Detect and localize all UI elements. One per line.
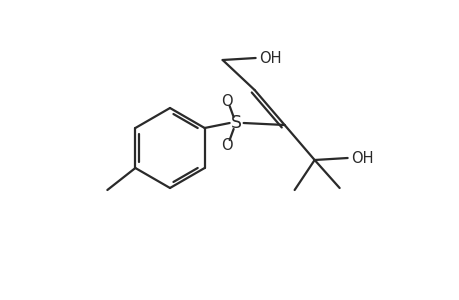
- Text: OH: OH: [351, 151, 373, 166]
- Text: S: S: [230, 114, 241, 132]
- Text: OH: OH: [259, 50, 281, 65]
- Text: O: O: [220, 94, 232, 109]
- Text: O: O: [220, 137, 232, 152]
